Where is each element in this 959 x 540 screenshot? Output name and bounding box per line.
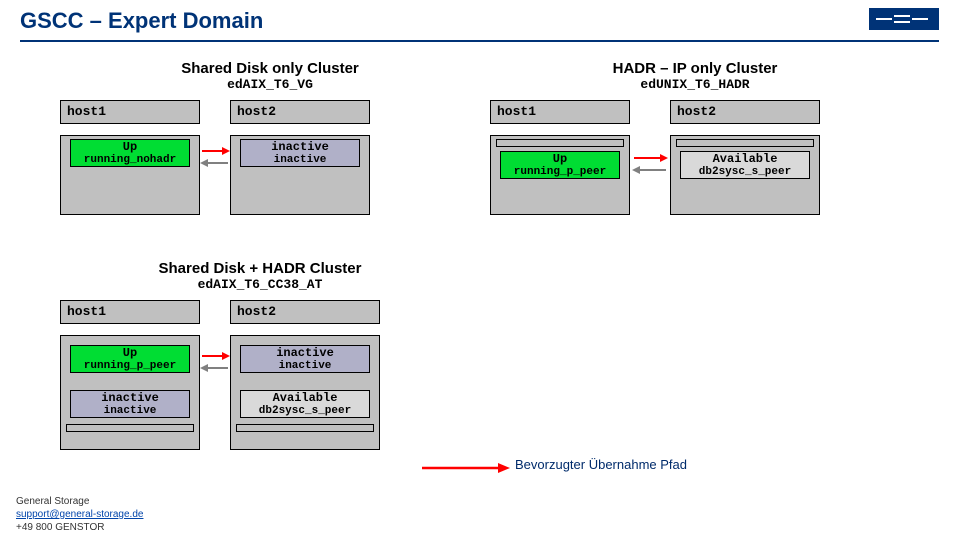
status-line1: inactive bbox=[241, 140, 359, 154]
status-inactive: inactive inactive bbox=[70, 390, 190, 418]
host-box: host1 bbox=[60, 100, 200, 124]
cluster-subtitle: edAIX_T6_VG bbox=[135, 77, 405, 92]
status-line1: inactive bbox=[71, 391, 189, 405]
status-line2: running_nohadr bbox=[71, 154, 189, 166]
cluster-subtitle: edUNIX_T6_HADR bbox=[550, 77, 840, 92]
footer: General Storage support@general-storage.… bbox=[16, 495, 143, 534]
host-label: host2 bbox=[231, 301, 379, 322]
status-line2: inactive bbox=[241, 154, 359, 166]
footer-phone: +49 800 GENSTOR bbox=[16, 521, 143, 534]
host-box: host2 bbox=[230, 300, 380, 324]
host-box: host2 bbox=[230, 100, 370, 124]
status-up: Up running_p_peer bbox=[70, 345, 190, 373]
host-label: host1 bbox=[491, 101, 629, 122]
stripe bbox=[66, 424, 194, 432]
footer-company: General Storage bbox=[16, 495, 143, 508]
cluster-shared-hadr: Shared Disk + HADR Cluster edAIX_T6_CC38… bbox=[115, 260, 405, 292]
page-title: GSCC – Expert Domain bbox=[20, 8, 939, 34]
brand-logo bbox=[869, 8, 939, 30]
status-line2: inactive bbox=[71, 405, 189, 417]
cluster-title: HADR – IP only Cluster bbox=[550, 60, 840, 77]
arrow-red-icon bbox=[200, 145, 230, 169]
cluster-subtitle: edAIX_T6_CC38_AT bbox=[115, 277, 405, 292]
stripe bbox=[496, 139, 624, 147]
host-box: host1 bbox=[60, 300, 200, 324]
legend-text: Bevorzugter Übernahme Pfad bbox=[515, 457, 735, 472]
footer-email-link[interactable]: support@general-storage.de bbox=[16, 509, 143, 520]
status-inactive: inactive inactive bbox=[240, 139, 360, 167]
status-available: Available db2sysc_s_peer bbox=[240, 390, 370, 418]
cluster-hadr-ip: HADR – IP only Cluster edUNIX_T6_HADR bbox=[550, 60, 840, 92]
status-line1: Up bbox=[71, 346, 189, 360]
arrow-red-icon bbox=[632, 152, 668, 176]
host-label: host1 bbox=[61, 301, 199, 322]
stripe bbox=[676, 139, 814, 147]
status-line1: Available bbox=[681, 152, 809, 166]
host-label: host2 bbox=[671, 101, 819, 122]
header-divider bbox=[20, 40, 939, 42]
status-up: Up running_nohadr bbox=[70, 139, 190, 167]
host-box: host2 bbox=[670, 100, 820, 124]
stripe bbox=[236, 424, 374, 432]
status-line1: Available bbox=[241, 391, 369, 405]
status-available: Available db2sysc_s_peer bbox=[680, 151, 810, 179]
host-label: host1 bbox=[61, 101, 199, 122]
status-line1: Up bbox=[501, 152, 619, 166]
status-line2: inactive bbox=[241, 360, 369, 372]
host-label: host2 bbox=[231, 101, 369, 122]
status-inactive: inactive inactive bbox=[240, 345, 370, 373]
status-line2: db2sysc_s_peer bbox=[681, 166, 809, 178]
status-line2: running_p_peer bbox=[71, 360, 189, 372]
status-line1: Up bbox=[71, 140, 189, 154]
status-line2: running_p_peer bbox=[501, 166, 619, 178]
host-box: host1 bbox=[490, 100, 630, 124]
cluster-title: Shared Disk only Cluster bbox=[135, 60, 405, 77]
arrow-red-icon bbox=[200, 350, 230, 374]
status-line1: inactive bbox=[241, 346, 369, 360]
legend-arrow-icon bbox=[420, 460, 510, 476]
status-line2: db2sysc_s_peer bbox=[241, 405, 369, 417]
header: GSCC – Expert Domain bbox=[0, 0, 959, 42]
status-up: Up running_p_peer bbox=[500, 151, 620, 179]
cluster-title: Shared Disk + HADR Cluster bbox=[115, 260, 405, 277]
cluster-shared-disk: Shared Disk only Cluster edAIX_T6_VG bbox=[135, 60, 405, 92]
